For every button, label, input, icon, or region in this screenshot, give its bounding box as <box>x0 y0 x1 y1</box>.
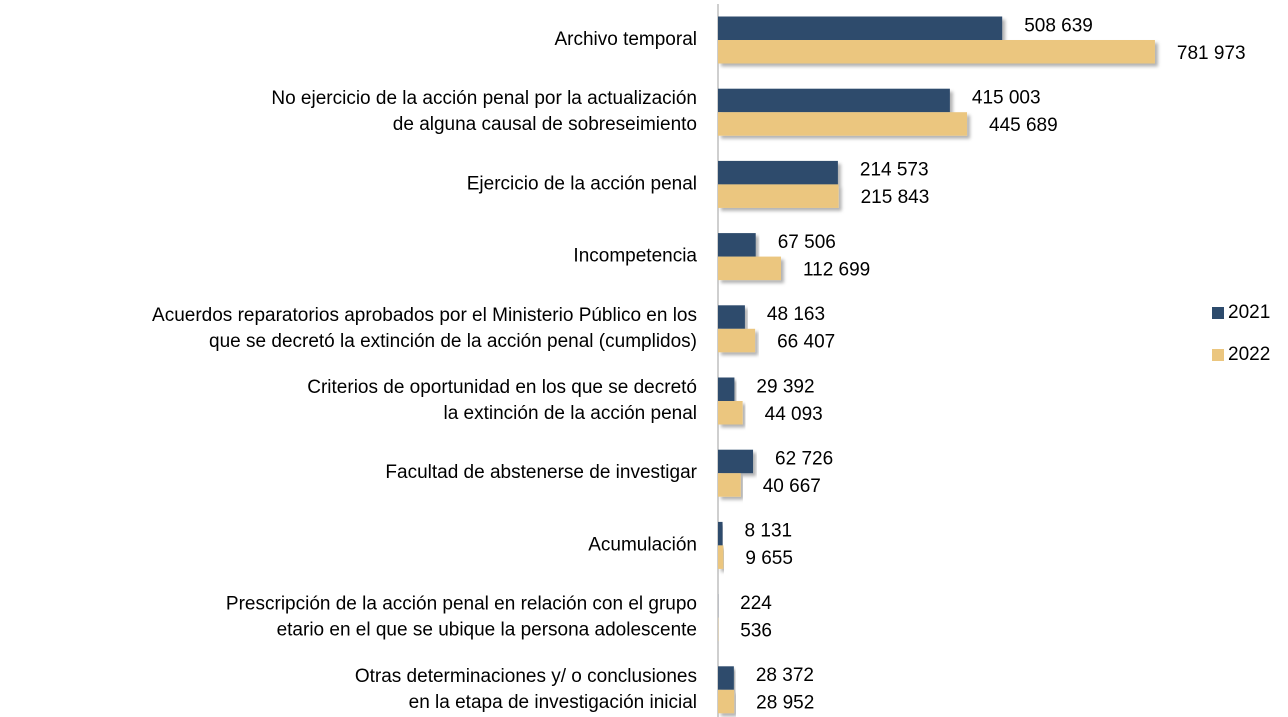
category-label: No ejercicio de la acción penal por la a… <box>271 88 697 135</box>
category-label: Acumulación <box>588 534 697 555</box>
category-label: Acuerdos reparatorios aprobados por el M… <box>152 305 697 352</box>
category-label-line: Prescripción de la acción penal en relac… <box>226 594 697 615</box>
value-label: 214 573 <box>860 160 929 181</box>
category-label: Incompetencia <box>573 246 697 267</box>
category-label: Criterios de oportunidad en los que se d… <box>307 377 697 424</box>
category-label-line: que se decretó la extinción de la acción… <box>209 331 697 352</box>
value-label: 67 506 <box>778 232 836 253</box>
value-label: 28 372 <box>756 665 814 686</box>
bar <box>718 401 743 425</box>
bar <box>718 545 724 569</box>
value-label: 415 003 <box>972 87 1041 108</box>
category-label-line: Ejercicio de la acción penal <box>467 173 697 194</box>
category-label-line: Incompetencia <box>573 246 697 267</box>
category-label-line: Criterios de oportunidad en los que se d… <box>307 377 697 398</box>
value-label: 781 973 <box>1177 43 1246 64</box>
value-label: 445 689 <box>989 115 1058 136</box>
bar <box>718 521 723 546</box>
value-label: 40 667 <box>763 476 821 497</box>
bar <box>718 233 756 257</box>
category-label-line: No ejercicio de la acción penal por la a… <box>271 88 697 109</box>
bar <box>718 305 745 329</box>
value-label: 28 952 <box>756 693 814 714</box>
legend-swatch <box>1212 307 1224 319</box>
legend-label: 2021 <box>1228 302 1270 323</box>
bar <box>718 689 735 714</box>
category-label-line: etario en el que se ubique la persona ad… <box>277 620 697 641</box>
category-label-line: Facultad de abstenerse de investigar <box>385 462 697 483</box>
bar <box>718 16 1003 40</box>
legend-swatch <box>1212 349 1224 361</box>
bar <box>718 666 734 690</box>
bar <box>718 88 950 113</box>
category-label-line: Acuerdos reparatorios aprobados por el M… <box>152 305 697 326</box>
legend-label: 2022 <box>1228 344 1270 365</box>
value-label: 29 392 <box>756 376 814 397</box>
category-label-line: Archivo temporal <box>554 29 697 50</box>
value-label: 215 843 <box>861 187 930 208</box>
value-label: 48 163 <box>767 304 825 325</box>
bar <box>718 377 735 401</box>
category-label-line: Acumulación <box>588 534 697 555</box>
bar <box>718 160 838 185</box>
value-label: 224 <box>740 593 772 614</box>
value-label: 536 <box>740 620 772 641</box>
value-label: 66 407 <box>777 332 835 353</box>
category-label-line: de alguna causal de sobreseimiento <box>393 114 697 135</box>
value-label: 62 726 <box>775 448 833 469</box>
category-label: Prescripción de la acción penal en relac… <box>226 594 697 641</box>
category-label: Ejercicio de la acción penal <box>467 173 697 194</box>
bar <box>718 256 781 281</box>
category-label: Otras determinaciones y/ o conclusiones e… <box>355 666 697 713</box>
value-label: 508 639 <box>1024 15 1093 36</box>
value-label: 44 093 <box>765 404 823 425</box>
category-label: Facultad de abstenerse de investigar <box>385 462 697 483</box>
category-label: Archivo temporal <box>554 29 697 50</box>
value-label: 112 699 <box>803 259 870 280</box>
bar <box>718 473 741 497</box>
category-label-line: Otras determinaciones y/ o conclusiones <box>355 666 697 687</box>
category-label-line: la extinción de la acción penal <box>443 403 697 424</box>
value-label: 9 655 <box>745 548 793 569</box>
bar <box>718 449 754 474</box>
bar <box>718 112 968 136</box>
bar <box>718 184 839 208</box>
category-label-line: en la etapa de investigación inicial <box>409 692 697 713</box>
value-label: 8 131 <box>745 521 793 542</box>
bar <box>718 40 1155 64</box>
bar <box>718 328 756 353</box>
